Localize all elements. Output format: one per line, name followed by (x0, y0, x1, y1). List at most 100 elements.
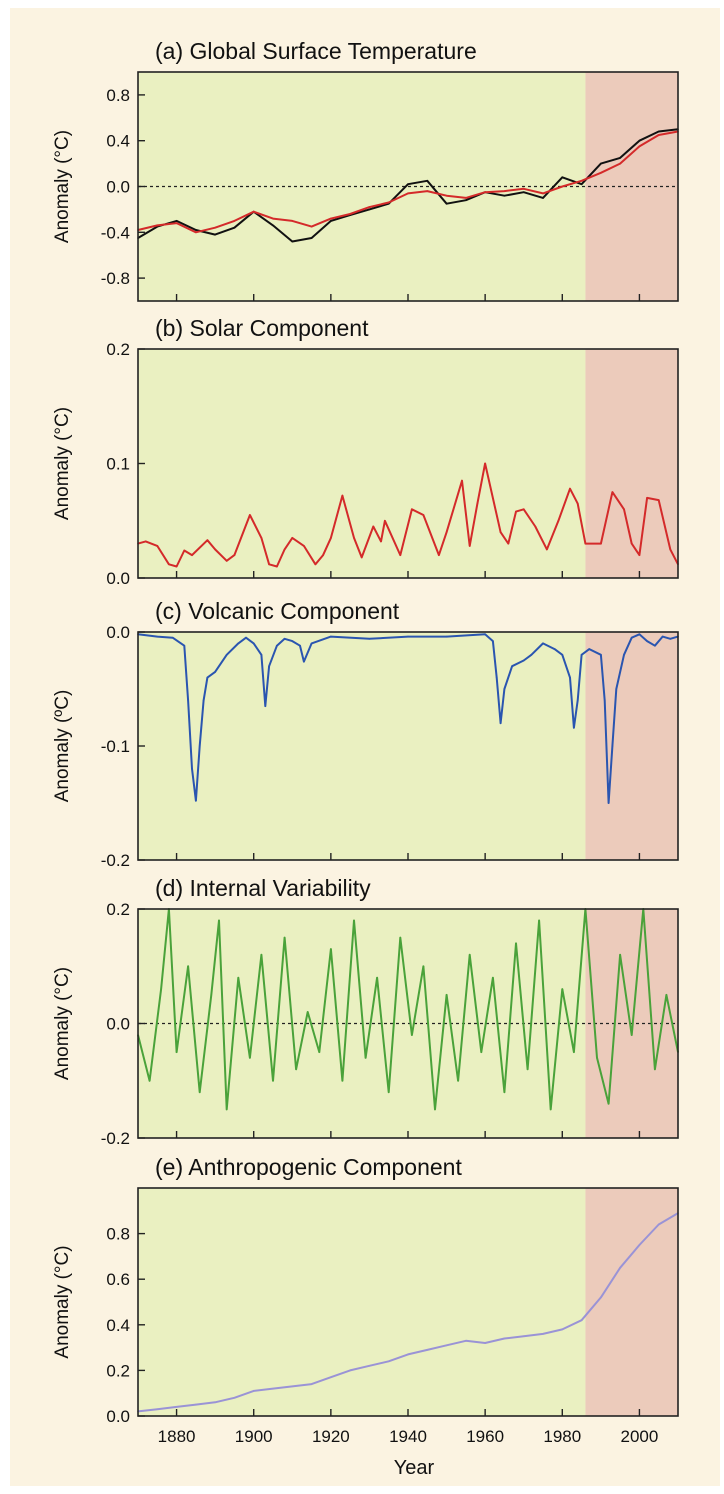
panel-3-series-0-point-28 (445, 994, 448, 996)
panel-1-series-0-point-21 (341, 494, 344, 497)
panel-1-series-0-point-50 (638, 554, 641, 556)
panel-3-series-0-point-29 (457, 1079, 459, 1082)
panel-1-series-0-point-35 (484, 462, 486, 465)
panel-2-series-0-point-55 (669, 638, 672, 640)
panel-3-series-0-point-4 (175, 1051, 178, 1053)
panel-0-series-0-point-17 (465, 199, 467, 202)
panel-2-series-0-point-39 (569, 676, 571, 679)
panel-2-series-0-point-44 (600, 654, 602, 656)
panel-3-series-0-point-1 (148, 1079, 151, 1082)
panel-2-series-0-point-4 (187, 699, 189, 702)
panel-4-series-0-point-12 (368, 1365, 371, 1367)
x-tick-label-1: 1900 (235, 1427, 273, 1446)
panel-4-series-0-point-4 (214, 1401, 216, 1404)
panel-0-ylabel: Anomaly (°C) (52, 130, 73, 243)
panel-2-series-0-point-50 (630, 636, 633, 639)
panel-1-series-0-point-1 (144, 540, 147, 543)
panel-0-series-1-point-5 (233, 220, 236, 222)
panel-3-series-0-point-38 (561, 988, 564, 990)
panel-3-series-0-point-17 (318, 1051, 321, 1053)
panel-1-series-0-point-10 (233, 554, 236, 556)
panel-4-series-0-point-8 (291, 1385, 294, 1388)
panel-3-ytick-label-1: 0.0 (106, 1015, 130, 1034)
panel-1-series-0-point-9 (225, 560, 228, 562)
panel-2-ytick-label-2: -0.2 (101, 851, 130, 870)
panel-0-series-0-point-23 (580, 183, 583, 186)
panel-2-series-0-point-48 (615, 688, 618, 690)
panel-3-series-0-point-33 (503, 1091, 506, 1093)
panel-0-series-1-point-1 (156, 224, 159, 227)
panel-1-series-0-point-53 (669, 548, 672, 551)
panel-0-series-1-point-19 (503, 190, 506, 192)
panel-4-series-0-point-10 (330, 1376, 332, 1379)
panel-1-shade-0 (138, 349, 586, 578)
panel-2-series-0-point-38 (561, 654, 564, 656)
panel-3-series-0-point-37 (549, 1108, 552, 1111)
panel-1-series-0-point-8 (214, 548, 216, 551)
panel-3-series-0-point-43 (619, 954, 621, 956)
panel-4-title: (e) Anthropogenic Component (155, 1154, 462, 1180)
panel-4-ytick-label-0: 0.8 (106, 1225, 130, 1244)
panel-1-series-0-point-41 (546, 548, 548, 551)
panel-3-series-0-point-7 (210, 994, 213, 996)
x-tick-label-4: 1960 (466, 1427, 504, 1446)
panel-3-series-0-point-34 (515, 942, 517, 945)
panel-1-series-0-point-5 (183, 549, 186, 552)
panel-3-series-0-point-21 (364, 1057, 367, 1059)
panel-1-series-0-point-14 (276, 565, 278, 568)
panel-0-series-0-point-20 (522, 191, 525, 194)
panel-1-series-0-point-38 (515, 510, 517, 513)
panel-2-series-0-point-1 (156, 635, 159, 638)
panel-3-series-0-point-14 (283, 936, 286, 939)
panel-2-series-0-point-28 (484, 633, 486, 636)
x-tick-label-5: 1980 (543, 1427, 581, 1446)
panel-0-series-0-point-25 (619, 157, 621, 159)
panel-0-series-1-point-11 (349, 213, 351, 215)
panel-2-series-0-point-11 (225, 654, 228, 656)
panel-2-series-0-point-22 (303, 660, 305, 663)
panel-4-series-0-point-22 (561, 1328, 564, 1331)
panel-0-series-0-point-8 (291, 240, 294, 243)
multi-panel-line-chart: 0.8 0.4 0.0 -0.4 -0.8 (a) Global Surface Temp… (52, 38, 679, 1479)
panel-1-series-0-point-45 (584, 542, 587, 545)
panel-4-series-0-point-3 (195, 1403, 197, 1406)
panel-0-series-0-point-3 (195, 229, 197, 231)
panel-0-series-1-point-18 (484, 191, 486, 194)
panel-0-series-1-point-2 (175, 222, 178, 224)
panel-0-series-0-point-21 (542, 197, 544, 199)
panel-2-series-0-point-54 (661, 635, 664, 638)
panel-0-title: (a) Global Surface Temperature (155, 38, 477, 64)
panel-2-series-0-point-16 (264, 705, 267, 707)
panel-2-series-0-point-19 (283, 638, 286, 640)
panel-0-series-1-point-25 (619, 162, 621, 165)
panel-4-series-0-point-23 (580, 1319, 583, 1322)
panel-1-series-0-point-4 (175, 565, 178, 568)
panel-4-series-0-point-13 (387, 1360, 390, 1363)
panel-0-series-0-point-9 (310, 237, 313, 239)
panel-4-series-0-point-17 (465, 1339, 467, 1342)
panel-2-series-0-point-6 (195, 799, 197, 802)
panel-3-ytick-label-2: -0.2 (101, 1129, 130, 1148)
panel-0-series-1-point-27 (657, 134, 660, 136)
panel-1-series-0-point-42 (557, 519, 560, 522)
panel-1-series-0-point-30 (438, 554, 440, 556)
panel-3-series-0-point-36 (538, 919, 540, 922)
panel-0-series-1-point-24 (600, 171, 602, 174)
panel-2-ytick-label-1: -0.1 (101, 737, 130, 756)
panel-1-series-0-point-7 (206, 539, 209, 542)
panel-4-series-0-point-7 (272, 1387, 274, 1390)
panel-0-series-1-point-7 (272, 217, 274, 220)
panel-2-series-0-point-40 (573, 726, 575, 729)
x-axis-label: Year (394, 1457, 435, 1479)
panel-2-series-0-point-31 (499, 722, 502, 724)
x-tick-label-0: 1880 (158, 1427, 196, 1446)
panel-3-series-0-point-5 (187, 965, 189, 968)
panel-0-series-1-point-10 (330, 217, 332, 220)
panel-0-series-1-point-8 (291, 220, 294, 222)
panel-3-series-0-point-15 (295, 1068, 297, 1071)
panel-3-series-0-point-30 (468, 954, 471, 956)
panel-3-series-0-point-27 (434, 1108, 436, 1111)
panel-0-series-0-point-16 (445, 202, 448, 205)
panel-2-series-0-point-43 (588, 648, 591, 650)
panel-2-series-0-point-41 (576, 699, 579, 702)
